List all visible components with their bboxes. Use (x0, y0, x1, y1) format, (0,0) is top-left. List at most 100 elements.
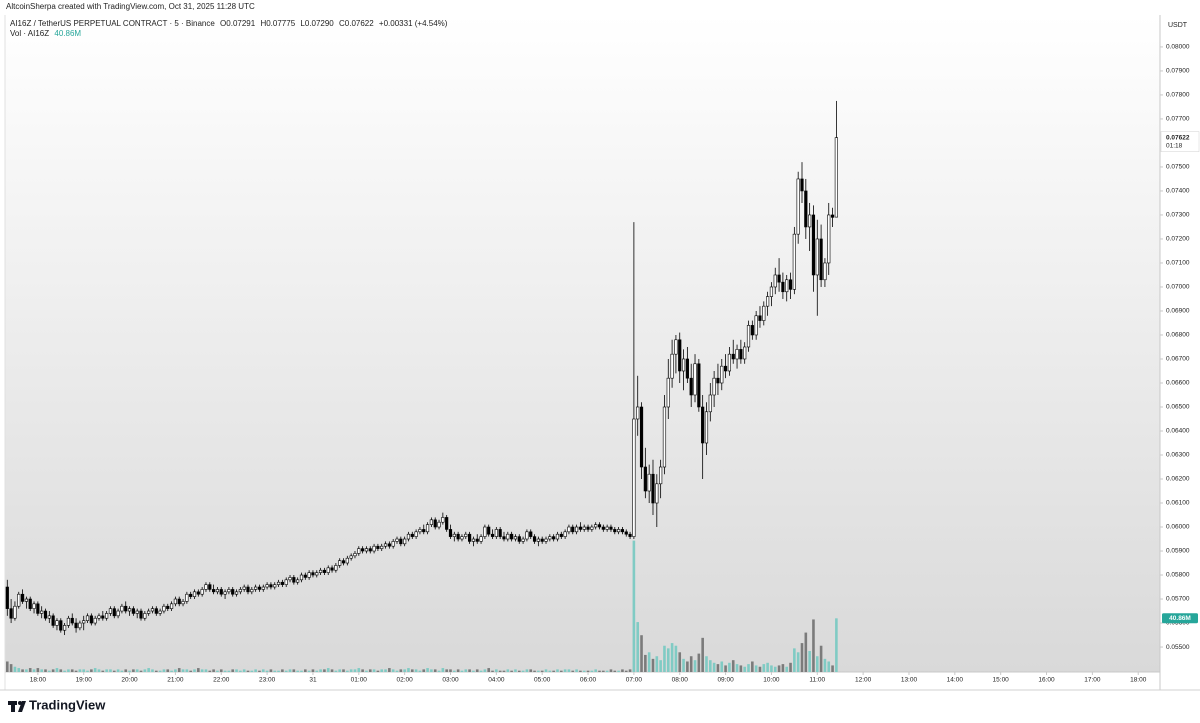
candle-body (727, 353, 732, 372)
volume-bar (670, 643, 674, 672)
candle-body (674, 339, 678, 355)
x-tick-label: 14:00 (947, 677, 964, 684)
candle-series (5, 100, 838, 636)
volume-bar (105, 669, 108, 672)
brand-logo (8, 701, 26, 712)
currency-label: USDT (1168, 22, 1188, 29)
volume-bar (410, 669, 414, 672)
x-tick-label: 18:00 (30, 677, 47, 684)
volume-bar (395, 670, 399, 672)
volume-bar (273, 670, 277, 672)
volume-bar (537, 670, 540, 672)
volume-bar (712, 662, 716, 672)
candle-body (59, 620, 63, 631)
volume-bar (101, 670, 105, 672)
volume-bar (701, 637, 704, 672)
volume-bar (785, 666, 789, 672)
candle-body (383, 543, 388, 547)
volume-bar (143, 669, 147, 672)
volume-bar (472, 670, 475, 672)
volume-bar (624, 670, 628, 672)
volume-bar (689, 656, 693, 672)
candle-body (422, 529, 426, 533)
y-tick-label: 0.06300 (1166, 452, 1190, 459)
volume-bar (602, 670, 605, 672)
candle-body (200, 589, 204, 595)
candle-body (5, 586, 9, 609)
candle-body (368, 548, 372, 552)
volume-bar (357, 668, 361, 672)
candle-body (276, 581, 281, 585)
candle-body (769, 286, 774, 297)
y-tick-label: 0.06700 (1166, 356, 1190, 363)
candle-body (781, 281, 785, 293)
volume-bar (579, 670, 582, 672)
volume-bar (621, 669, 624, 672)
volume-bar (491, 670, 494, 672)
candle-body (257, 586, 262, 590)
volume-bar (109, 669, 112, 672)
candle-body (617, 529, 621, 533)
candle-body (830, 214, 835, 218)
volume-bar (781, 664, 785, 672)
candle-body (63, 625, 67, 631)
candle-body (766, 296, 770, 307)
volume-bar (663, 645, 666, 672)
candle-body (670, 353, 674, 379)
volume-bar (815, 656, 819, 672)
candle-body (510, 533, 514, 540)
price-axis (1160, 15, 1200, 690)
volume-bar (147, 668, 150, 672)
volume-bar (376, 670, 380, 672)
volume-value: 40.86M (54, 29, 82, 38)
x-tick-label: 15:00 (993, 677, 1010, 684)
candle-body (387, 543, 391, 547)
candle-body (395, 538, 399, 542)
volume-bar (456, 669, 460, 672)
candle-body (464, 533, 468, 537)
volume-bar (70, 669, 74, 672)
candle-body (254, 586, 258, 590)
volume-bar (93, 668, 97, 672)
volume-bar (449, 669, 452, 672)
volume-bar (67, 669, 70, 672)
candle-body (563, 531, 567, 537)
volume-bar (128, 670, 131, 672)
volume-bar (414, 669, 418, 672)
volume-bar (239, 670, 242, 672)
candle-body (250, 589, 254, 593)
y-tick-label: 0.07200 (1166, 236, 1190, 243)
volume-bar (430, 669, 433, 672)
volume-bar (739, 665, 743, 672)
volume-bar (380, 669, 384, 672)
candle-body (666, 377, 670, 408)
volume-bar (82, 669, 86, 672)
candle-body (479, 536, 483, 542)
candle-body (758, 315, 762, 321)
candle-body (513, 536, 518, 540)
candle-body (475, 538, 479, 542)
volume-bar (334, 670, 338, 672)
candle-body (265, 584, 269, 588)
last-price-label: 0.07622 (1166, 134, 1190, 141)
x-tick-label: 22:00 (213, 677, 230, 684)
candle-body (89, 615, 93, 624)
candle-body (158, 610, 162, 614)
volume-bar (338, 669, 341, 672)
volume-bar (235, 669, 238, 672)
volume-bar (223, 670, 227, 672)
candle-body (502, 536, 506, 540)
candle-body (697, 363, 701, 408)
candle-body (437, 521, 441, 528)
candle-body (315, 572, 319, 576)
volume-bar (292, 669, 296, 672)
volume-bar (835, 618, 838, 672)
candle-body (124, 605, 128, 612)
candle-body (574, 526, 579, 533)
candle-body (372, 545, 376, 552)
candle-body (40, 610, 44, 614)
candle-body (827, 214, 831, 264)
candle-body (269, 584, 273, 588)
